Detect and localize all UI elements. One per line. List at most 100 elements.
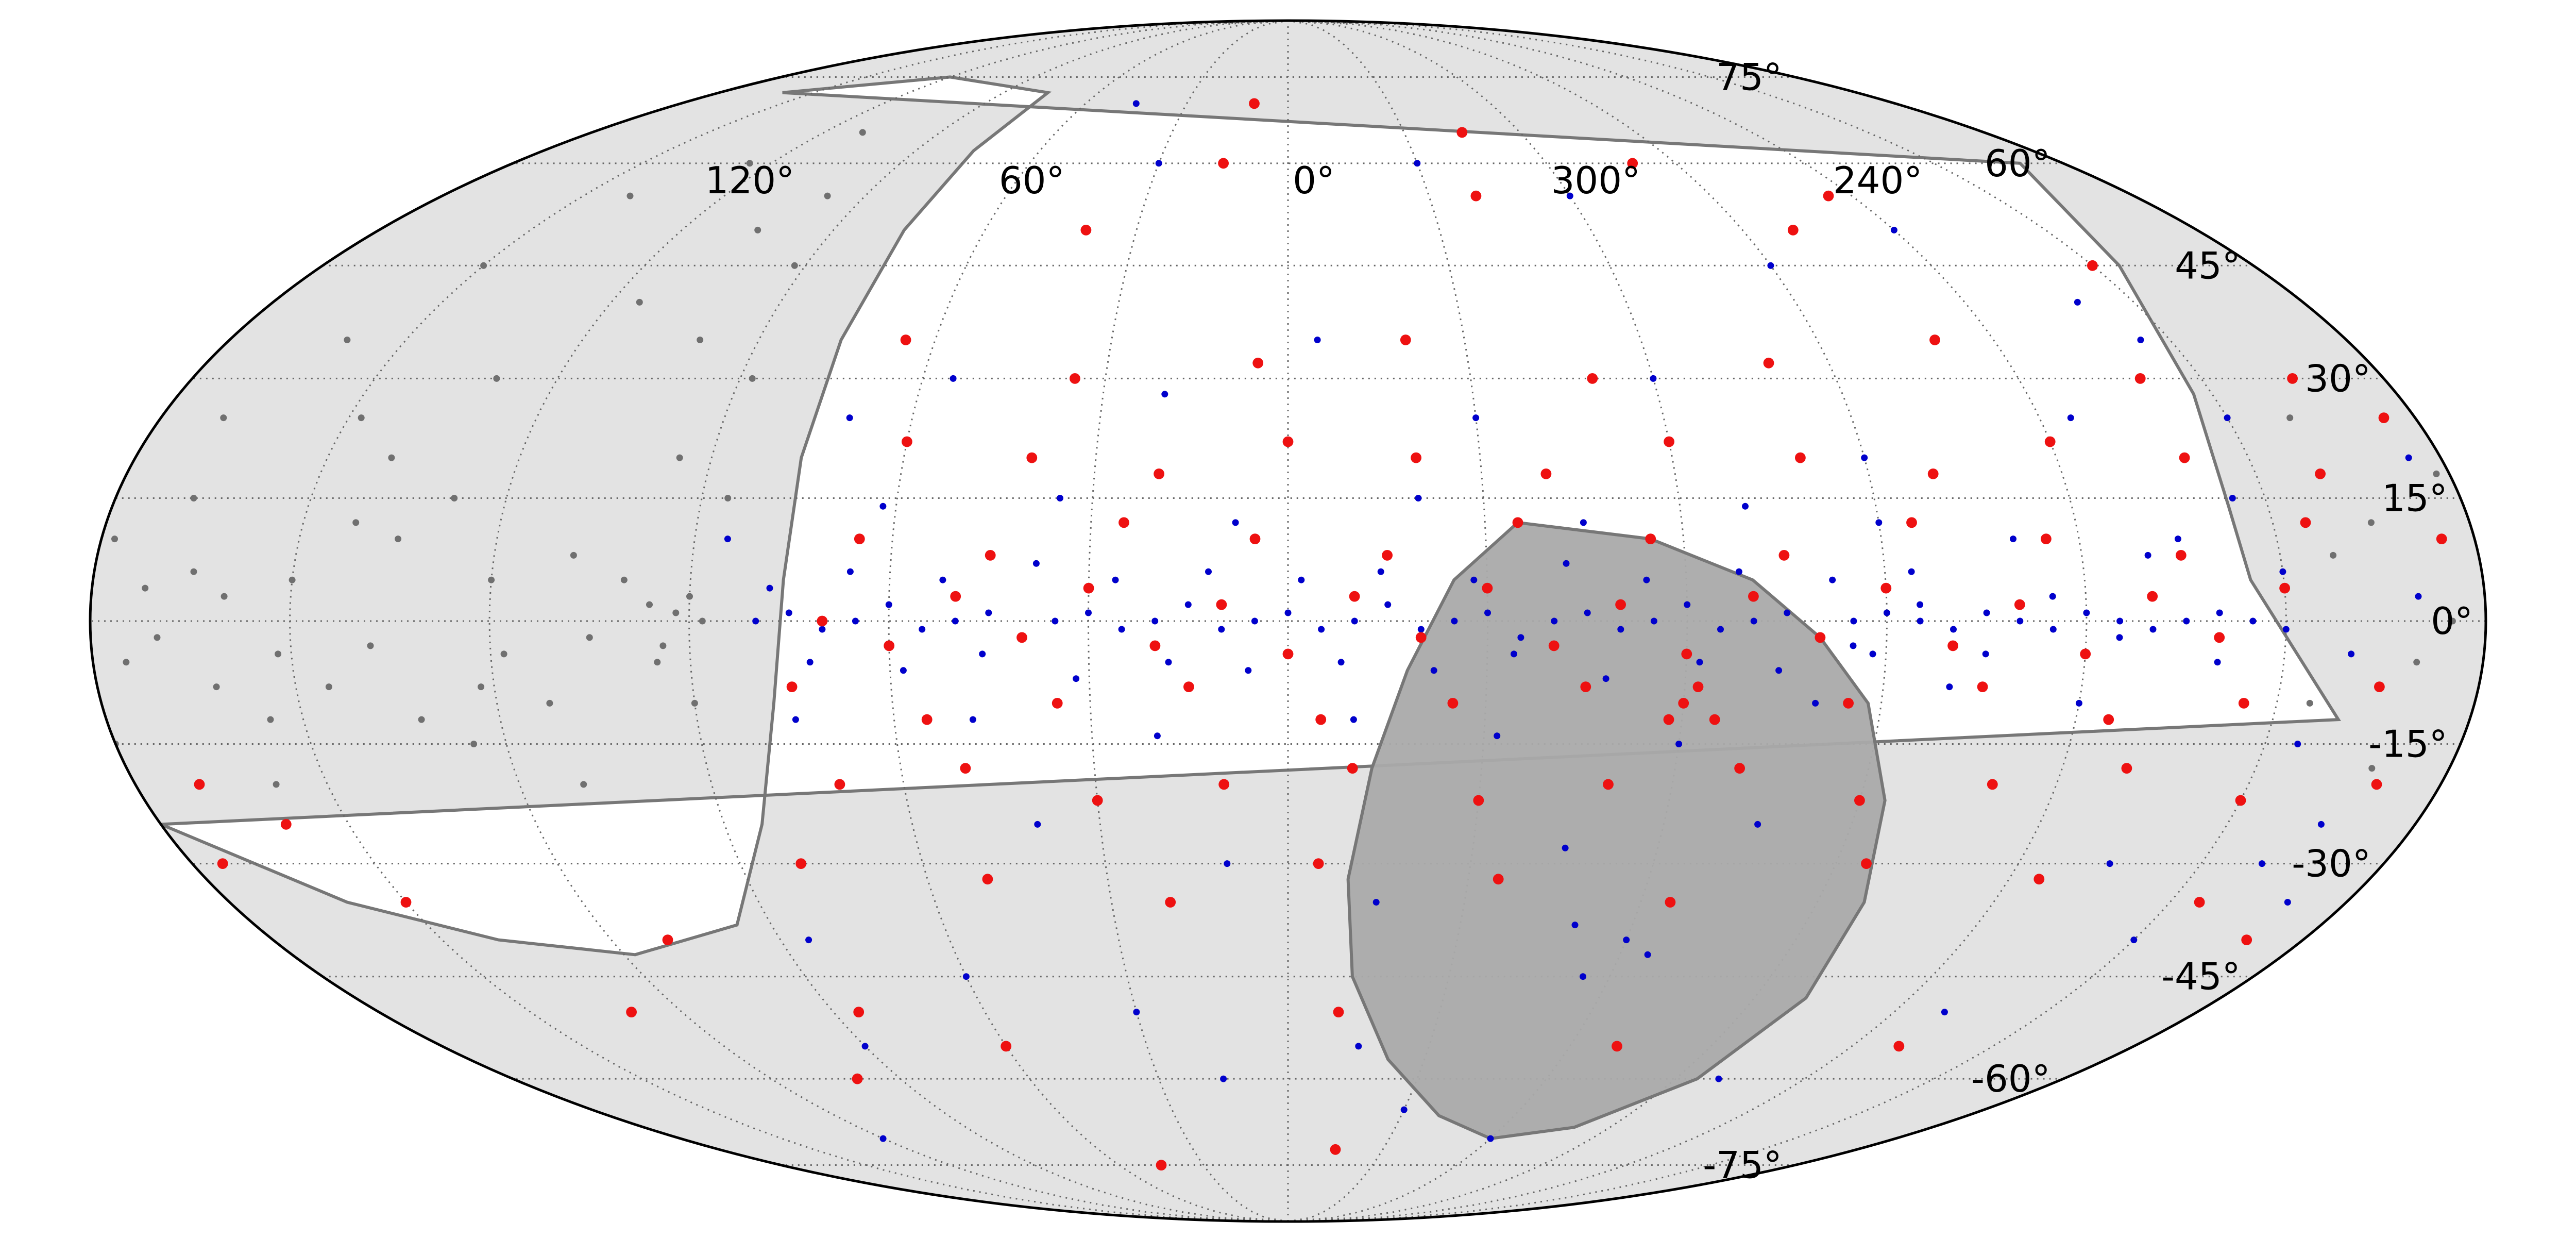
data-point-series-0 <box>746 160 753 167</box>
data-point-series-1 <box>2116 617 2124 625</box>
data-point-series-2 <box>2300 517 2311 528</box>
data-point-series-2 <box>1218 779 1230 790</box>
grid-meridian <box>1087 21 1289 1222</box>
data-point-series-1 <box>1487 1135 1494 1142</box>
data-point-series-1 <box>1073 675 1080 682</box>
data-point-series-2 <box>1347 763 1358 774</box>
data-point-series-1 <box>879 1135 887 1142</box>
data-point-series-1 <box>2294 741 2301 747</box>
data-point-series-0 <box>749 375 756 382</box>
data-point-series-1 <box>2075 699 2082 707</box>
data-point-series-2 <box>1709 714 1720 725</box>
data-point-series-2 <box>1456 127 1468 138</box>
data-point-series-0 <box>154 634 161 641</box>
data-point-series-2 <box>1282 436 1294 447</box>
data-point-series-0 <box>654 659 661 666</box>
data-point-series-1 <box>1735 568 1742 575</box>
latitude-tick-label: -60° <box>1971 1057 2050 1100</box>
data-point-series-1 <box>1484 609 1491 616</box>
data-point-series-0 <box>686 593 693 600</box>
data-point-series-1 <box>1034 821 1041 828</box>
data-point-series-0 <box>676 454 683 461</box>
data-point-series-0 <box>358 414 365 422</box>
data-point-series-1 <box>2259 860 2265 867</box>
data-point-series-1 <box>1643 576 1650 583</box>
data-point-series-0 <box>344 337 351 343</box>
data-point-series-0 <box>2413 659 2420 666</box>
data-point-series-1 <box>2317 821 2325 828</box>
data-point-series-0 <box>352 519 360 526</box>
data-point-series-1 <box>752 617 759 625</box>
data-point-series-2 <box>1778 550 1790 561</box>
data-point-series-1 <box>1715 1075 1722 1082</box>
data-point-series-2 <box>1411 452 1422 463</box>
data-point-series-1 <box>1245 667 1252 674</box>
data-point-series-2 <box>662 934 673 945</box>
grid-meridian <box>1287 21 2287 1222</box>
data-point-series-1 <box>879 503 887 510</box>
data-point-series-1 <box>1314 337 1321 343</box>
data-point-series-1 <box>2137 337 2144 343</box>
data-point-series-0 <box>418 716 425 723</box>
data-point-series-1 <box>1417 626 1425 633</box>
data-point-series-2 <box>1026 452 1038 463</box>
data-point-series-2 <box>1823 190 1834 202</box>
data-point-series-2 <box>854 533 865 544</box>
data-point-series-1 <box>885 601 892 608</box>
data-point-series-1 <box>1298 576 1305 583</box>
data-point-series-1 <box>1617 626 1624 633</box>
data-point-series-0 <box>659 642 667 649</box>
data-point-series-2 <box>1118 517 1129 528</box>
data-point-series-0 <box>620 576 628 583</box>
data-point-series-2 <box>217 858 228 869</box>
data-point-series-2 <box>2014 599 2025 610</box>
data-point-series-2 <box>1052 698 1063 709</box>
data-point-series-2 <box>2315 469 2326 479</box>
data-point-series-0 <box>325 683 332 691</box>
data-point-series-1 <box>792 716 799 723</box>
data-point-series-0 <box>691 699 698 707</box>
data-point-series-2 <box>1080 225 1092 236</box>
data-point-series-1 <box>1472 414 1480 422</box>
data-point-series-1 <box>1675 741 1683 747</box>
data-point-series-2 <box>1493 874 1504 885</box>
data-point-series-2 <box>921 714 933 725</box>
data-point-series-2 <box>1249 98 1260 109</box>
data-point-series-1 <box>1982 650 1989 658</box>
data-point-series-1 <box>806 659 814 666</box>
data-point-series-1 <box>1224 860 1231 867</box>
data-point-series-0 <box>190 568 197 575</box>
grid-meridian <box>688 21 1289 1222</box>
data-point-series-2 <box>1349 591 1360 602</box>
data-point-series-0 <box>672 609 680 616</box>
data-point-series-2 <box>1016 632 1027 643</box>
data-point-series-2 <box>1692 681 1704 692</box>
data-point-series-2 <box>1612 1041 1622 1052</box>
data-point-series-0 <box>2433 470 2440 477</box>
data-point-series-1 <box>2049 626 2057 633</box>
data-point-series-1 <box>2106 860 2113 867</box>
data-point-series-0 <box>754 226 761 233</box>
data-point-series-2 <box>1382 550 1393 561</box>
data-point-series-2 <box>1927 469 1939 479</box>
data-point-series-1 <box>1562 844 1569 851</box>
data-point-series-2 <box>626 1007 637 1017</box>
data-point-series-1 <box>1696 659 1703 666</box>
data-point-series-0 <box>570 551 577 559</box>
data-point-series-1 <box>1602 675 1609 682</box>
data-point-series-1 <box>1684 601 1691 608</box>
data-point-series-2 <box>2080 648 2091 660</box>
data-point-series-2 <box>1861 858 1872 869</box>
data-point-series-1 <box>1941 1009 1948 1016</box>
data-point-series-1 <box>1754 821 1761 828</box>
data-point-series-2 <box>1149 640 1161 651</box>
data-point-series-2 <box>2436 533 2447 544</box>
data-point-series-1 <box>1650 617 1657 625</box>
data-point-series-0 <box>699 617 706 625</box>
data-point-series-1 <box>2116 634 2123 641</box>
data-point-series-1 <box>1151 617 1159 625</box>
data-point-series-0 <box>500 650 507 658</box>
data-point-series-2 <box>1330 1144 1341 1155</box>
data-point-series-1 <box>2284 899 2291 906</box>
data-point-series-1 <box>900 667 907 674</box>
